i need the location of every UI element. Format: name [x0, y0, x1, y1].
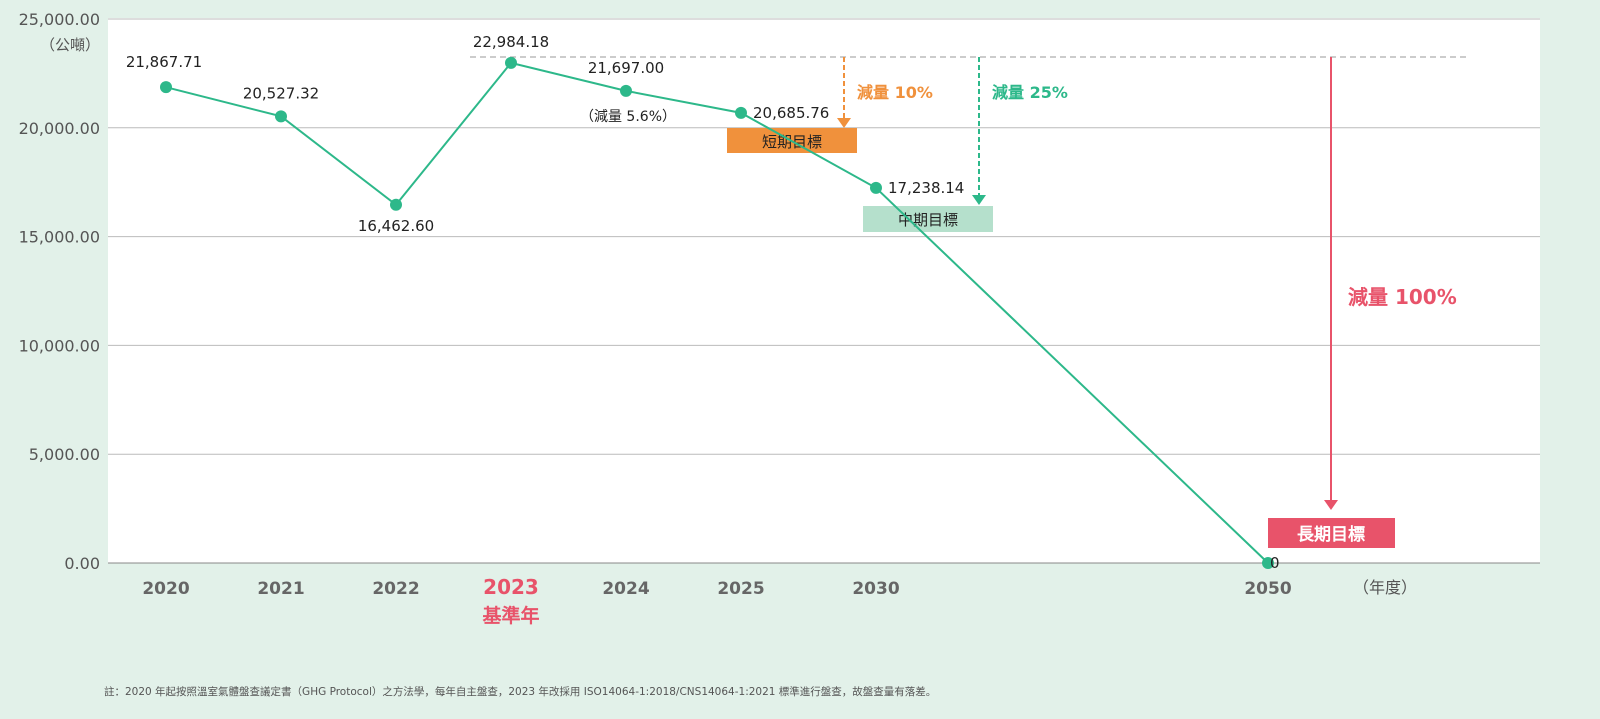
- mid-term-box: [863, 206, 993, 232]
- data-label: 0: [1270, 554, 1280, 572]
- data-point: [620, 84, 632, 97]
- data-label: 16,462.60: [358, 217, 434, 235]
- reduction-2024-label: （減量 5.6%）: [580, 108, 676, 125]
- data-point: [505, 56, 517, 69]
- mid-term-arrowhead: [972, 195, 986, 205]
- y-tick-label: 10,000.00: [19, 336, 100, 355]
- footnote: 註：2020 年起按照溫室氣體盤查議定書（GHG Protocol）之方法學，每…: [104, 686, 937, 698]
- data-label: 21,867.71: [126, 53, 202, 71]
- data-label: 17,238.14: [888, 179, 964, 197]
- mid-term-reduction: 減量 25%: [992, 83, 1068, 102]
- x-axis-unit: （年度）: [1353, 578, 1417, 597]
- mid-term-label: 中期目標: [898, 211, 958, 229]
- x-tick-label: 2021: [257, 579, 304, 599]
- data-point: [390, 198, 402, 211]
- base-year-label: 基準年: [481, 604, 539, 627]
- short-term-arrowhead: [837, 118, 851, 128]
- short-term-reduction: 減量 10%: [857, 83, 933, 102]
- x-tick-label: 2024: [602, 579, 649, 599]
- x-tick-label: 2025: [717, 579, 764, 599]
- y-tick-label: 5,000.00: [29, 445, 100, 464]
- data-label: 20,685.76: [753, 104, 829, 122]
- data-label: 22,984.18: [473, 33, 549, 51]
- x-tick-label: 2050: [1244, 579, 1291, 599]
- data-label: 21,697.00: [588, 59, 664, 77]
- long-term-arrowhead: [1324, 500, 1338, 510]
- y-tick-label: 25,000.00: [19, 10, 100, 29]
- data-point: [870, 181, 882, 194]
- x-tick-label: 2023: [483, 575, 539, 599]
- y-axis-unit: （公噸）: [40, 36, 100, 54]
- long-term-reduction: 減量 100%: [1348, 285, 1457, 309]
- long-term-box: [1268, 518, 1395, 548]
- long-term-label: 長期目標: [1297, 524, 1365, 545]
- data-point: [275, 110, 287, 123]
- data-label: 20,527.32: [243, 84, 319, 102]
- data-point: [735, 106, 747, 119]
- x-tick-label: 2020: [142, 579, 189, 599]
- x-tick-label: 2030: [852, 579, 899, 599]
- series-line: [165, 61, 1269, 564]
- y-tick-label: 15,000.00: [19, 228, 100, 247]
- plot-area: [108, 18, 1540, 563]
- data-point: [160, 81, 172, 94]
- data-point: [1262, 557, 1274, 569]
- y-tick-label: 0.00: [64, 554, 100, 573]
- y-tick-label: 20,000.00: [19, 119, 100, 138]
- x-tick-label: 2022: [372, 579, 419, 599]
